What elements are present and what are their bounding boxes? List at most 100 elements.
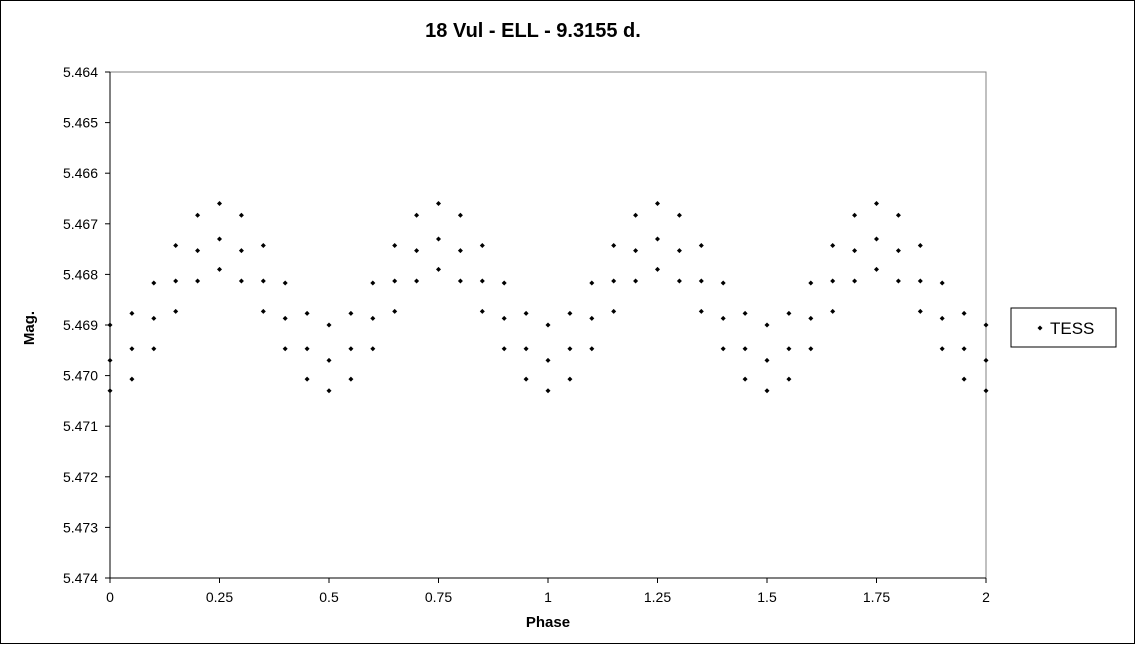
point [238, 278, 244, 284]
point [939, 346, 945, 352]
point [414, 212, 420, 218]
point [961, 376, 967, 382]
point [479, 278, 485, 284]
point [917, 308, 923, 314]
point [983, 388, 989, 394]
point [764, 322, 770, 328]
x-tick-label: 1 [544, 589, 552, 605]
y-tick-label: 5.468 [63, 266, 98, 282]
point [655, 236, 660, 242]
point [392, 278, 398, 284]
point [370, 315, 376, 321]
point [786, 346, 792, 352]
point [830, 308, 836, 314]
point [611, 243, 617, 249]
point [808, 280, 814, 286]
point [173, 243, 179, 249]
point [830, 278, 836, 284]
point [655, 266, 660, 272]
point [567, 310, 573, 316]
point [895, 248, 901, 254]
y-tick-label: 5.467 [63, 216, 98, 232]
point [195, 278, 201, 284]
chart-title: 18 Vul - ELL - 9.3155 d. [425, 20, 641, 42]
point [567, 346, 573, 352]
point [370, 280, 376, 286]
point [589, 315, 595, 321]
point [567, 376, 573, 382]
point [479, 243, 485, 249]
point [282, 346, 288, 352]
point [545, 322, 551, 328]
point [217, 236, 222, 242]
point [304, 346, 310, 352]
point [151, 346, 157, 352]
point [720, 346, 726, 352]
point [786, 310, 792, 316]
point [260, 278, 266, 284]
point [195, 248, 201, 254]
point [107, 388, 113, 394]
point [720, 315, 726, 321]
point [917, 243, 923, 249]
x-tick-label: 0 [106, 589, 114, 605]
x-tick-label: 1.5 [757, 589, 777, 605]
point [436, 201, 441, 207]
point [764, 388, 770, 394]
y-tick-label: 5.471 [63, 418, 98, 434]
point [195, 212, 201, 218]
legend: TESS [1010, 307, 1117, 348]
point [589, 280, 595, 286]
point [523, 376, 529, 382]
point [414, 248, 420, 254]
x-axis-title: Phase [526, 614, 570, 631]
point [326, 388, 332, 394]
x-tick-label: 0.5 [319, 589, 339, 605]
point [260, 243, 266, 249]
point [129, 376, 135, 382]
point [808, 346, 814, 352]
point [676, 212, 682, 218]
point [501, 346, 507, 352]
point [852, 212, 858, 218]
point [939, 315, 945, 321]
point [107, 322, 113, 328]
point [830, 243, 836, 249]
point [151, 280, 157, 286]
y-tick-label: 5.470 [63, 368, 98, 384]
point [874, 236, 879, 242]
point [238, 248, 244, 254]
point [392, 243, 398, 249]
point [457, 278, 463, 284]
point [895, 278, 901, 284]
point [282, 315, 288, 321]
x-tick-label: 0.25 [206, 589, 233, 605]
point [173, 278, 179, 284]
point [501, 315, 507, 321]
y-tick-label: 5.469 [63, 317, 98, 333]
point [173, 308, 179, 314]
point [961, 310, 967, 316]
point [983, 357, 989, 363]
point [874, 266, 879, 272]
point [808, 315, 814, 321]
point [348, 310, 354, 316]
point [326, 322, 332, 328]
point [282, 280, 288, 286]
point [611, 308, 617, 314]
point [217, 201, 222, 207]
x-tick-label: 1.75 [863, 589, 890, 605]
point [129, 310, 135, 316]
x-tick-label: 1.25 [644, 589, 671, 605]
point [545, 357, 551, 363]
point [326, 357, 332, 363]
point [304, 310, 310, 316]
point [852, 248, 858, 254]
point [917, 278, 923, 284]
point [414, 278, 420, 284]
point [983, 322, 989, 328]
legend-marker [1037, 325, 1043, 331]
x-tick-label: 2 [982, 589, 990, 605]
